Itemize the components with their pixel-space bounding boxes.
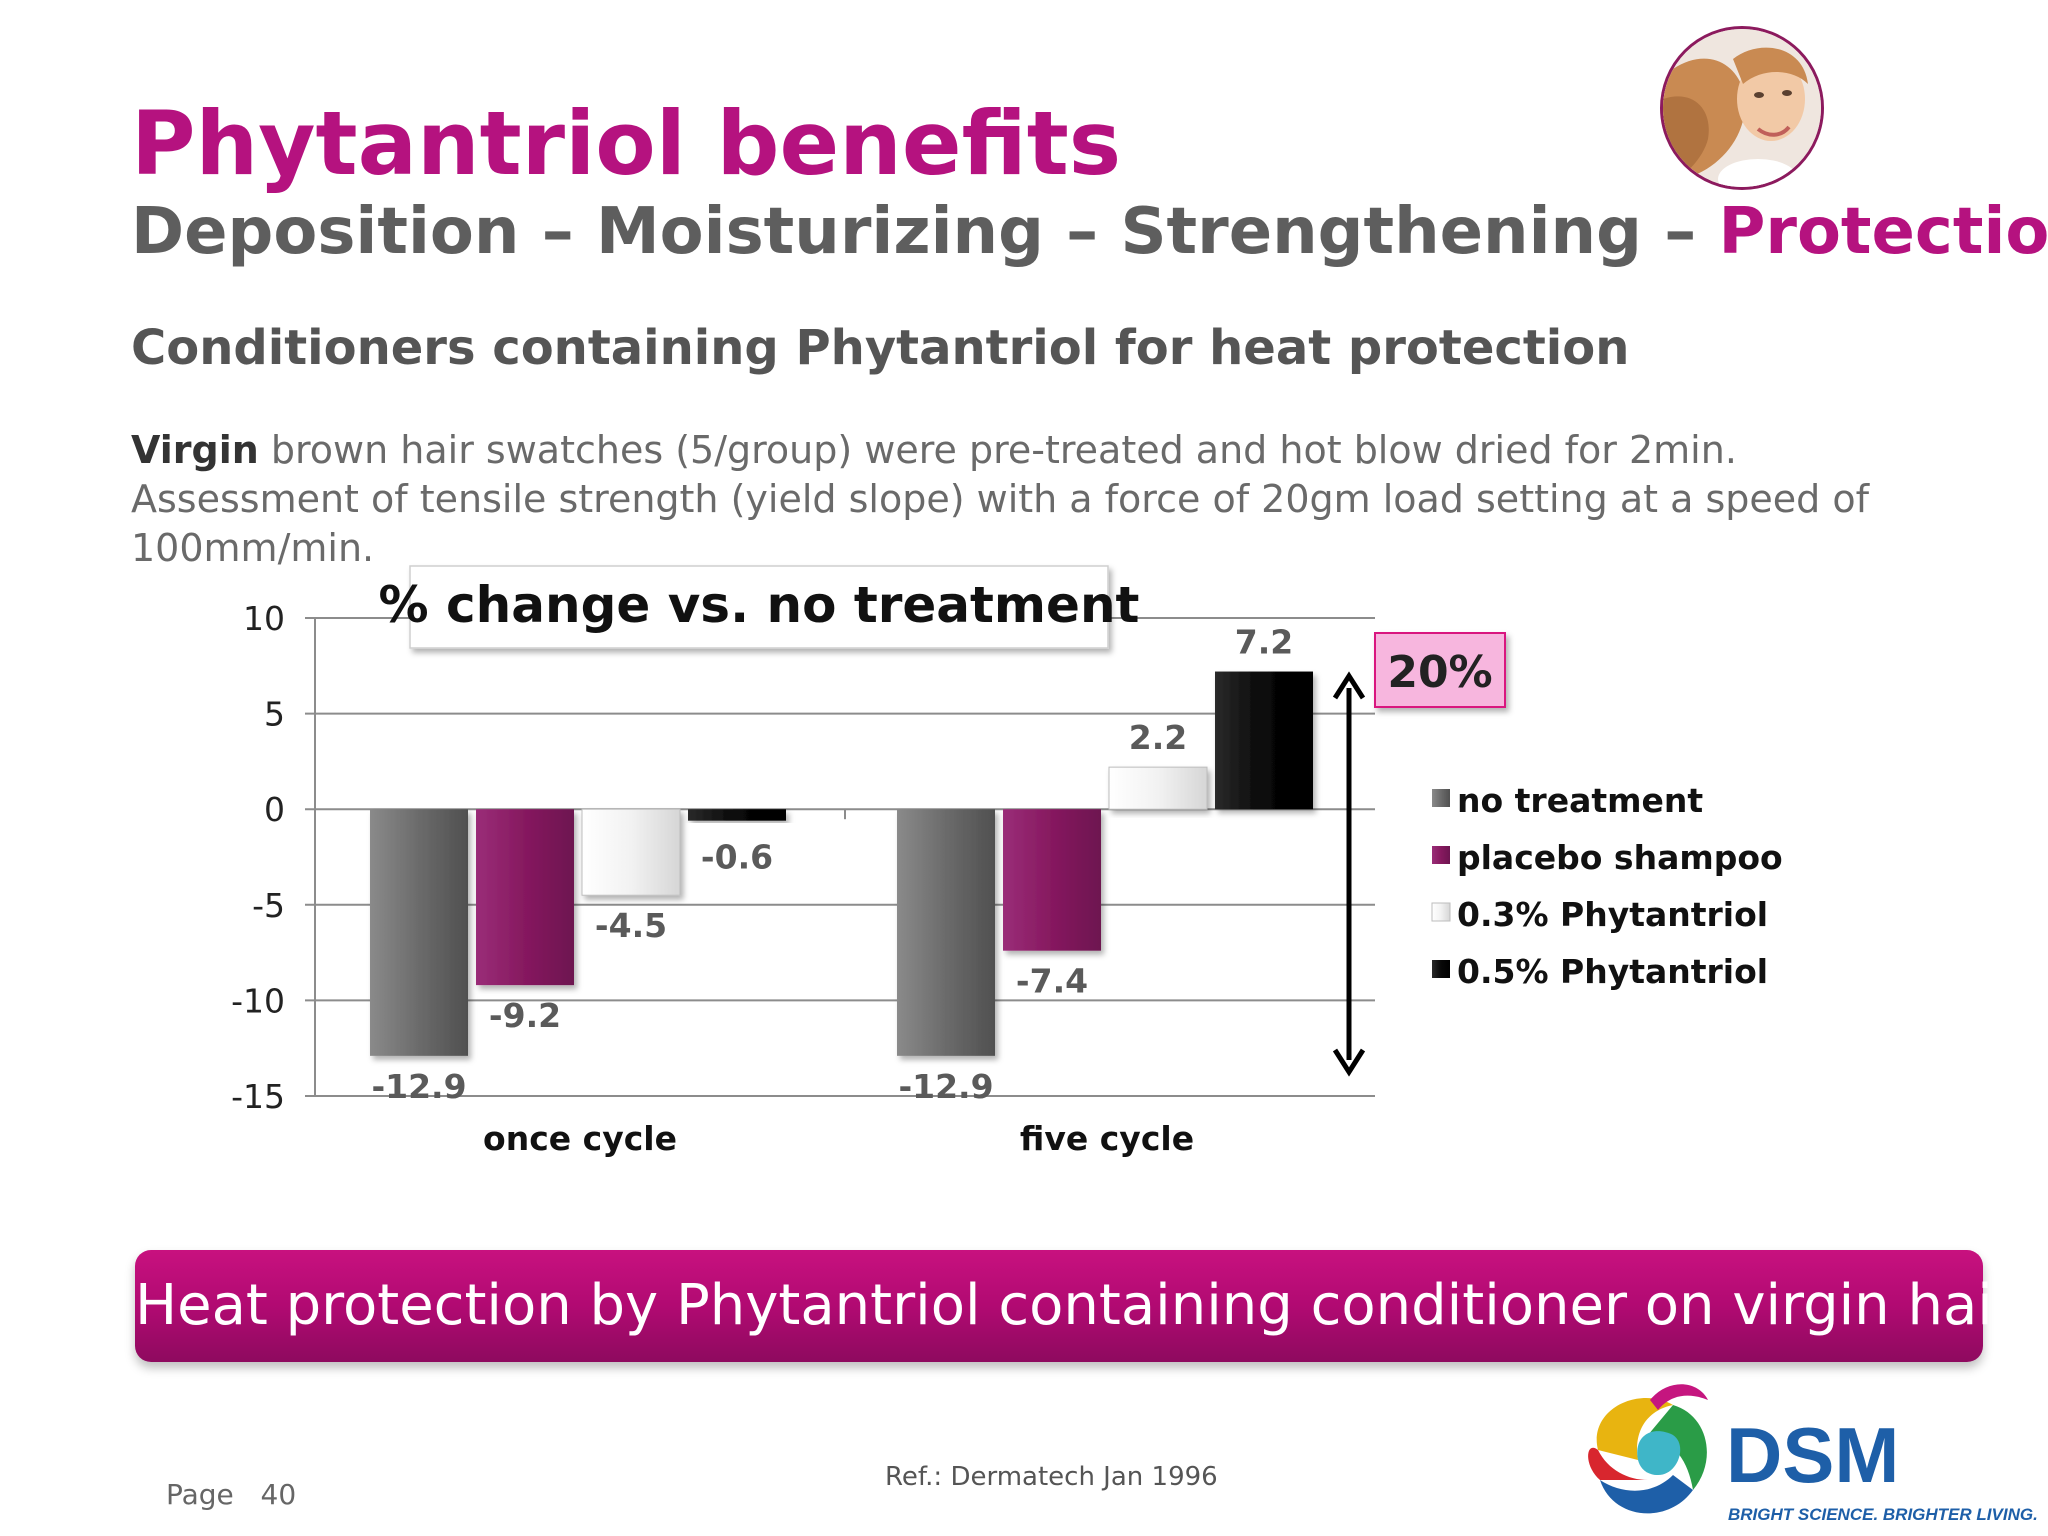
range-arrow-head-down <box>1332 1048 1366 1077</box>
x-category-label: once cycle <box>483 1119 677 1158</box>
bar <box>897 809 995 1056</box>
y-tick-label: 0 <box>264 790 285 829</box>
dsm-logo-tagline: BRIGHT SCIENCE. BRIGHTER LIVING. <box>1728 1505 2038 1524</box>
callout-text: 20% <box>1387 647 1492 698</box>
callout-box <box>1374 632 1506 708</box>
y-tick-label: 10 <box>243 599 285 638</box>
range-arrow-head-up <box>1332 671 1366 700</box>
bar <box>1003 809 1101 951</box>
data-label: -9.2 <box>489 996 561 1035</box>
page-number-value: 40 <box>260 1478 297 1511</box>
legend-swatch <box>1432 846 1450 864</box>
slide-subtitle: Deposition – Moisturizing – Strengthenin… <box>131 195 2048 269</box>
bar <box>688 809 786 821</box>
data-label: 7.2 <box>1235 623 1293 662</box>
subtitle-accent: Protection <box>1718 195 2048 269</box>
data-label: -12.9 <box>898 1067 993 1106</box>
description-bold: Virgin <box>131 428 259 472</box>
data-label: -12.9 <box>371 1067 466 1106</box>
subtitle-main: Deposition – Moisturizing – Strengthenin… <box>131 195 1719 269</box>
page-label-text: Page <box>166 1478 234 1511</box>
x-category-label: five cycle <box>1020 1119 1194 1158</box>
data-label: -4.5 <box>595 906 667 945</box>
y-tick-label: -5 <box>252 886 285 925</box>
legend-swatch <box>1432 960 1450 978</box>
chart-title-box <box>409 565 1109 649</box>
y-tick-label: -10 <box>231 981 285 1020</box>
y-tick-label: 5 <box>264 695 285 734</box>
dsm-logo-mark <box>1588 1384 1708 1514</box>
legend-entry: 0.5% Phytantriol <box>1457 952 1768 991</box>
conclusion-banner: Heat protection by Phytantriol containin… <box>135 1250 2016 1362</box>
data-label: -0.6 <box>701 838 773 877</box>
legend-entry: placebo shampoo <box>1457 838 1783 877</box>
avatar-photo <box>1660 26 1824 190</box>
dsm-logo: DSM BRIGHT SCIENCE. BRIGHTER LIVING. <box>1588 1384 2038 1524</box>
y-tick-label: -15 <box>231 1077 285 1116</box>
bar <box>1108 766 1208 810</box>
page-number: Page 40 <box>166 1478 296 1511</box>
reference: Ref.: Dermatech Jan 1996 <box>885 1462 1218 1492</box>
legend-entry: no treatment <box>1457 781 1703 820</box>
dsm-logo-text: DSM <box>1726 1411 1899 1499</box>
slide-title: Phytantriol benefits <box>131 92 1122 195</box>
bar <box>581 808 681 896</box>
legend-entry: 0.3% Phytantriol <box>1457 895 1768 934</box>
bar <box>370 809 468 1056</box>
data-label: 2.2 <box>1129 718 1187 757</box>
legend-swatch <box>1432 789 1450 807</box>
legend-swatch <box>1431 902 1451 922</box>
bar <box>1215 671 1313 810</box>
chart-title: % change vs. no treatment <box>379 576 1140 634</box>
section-heading: Conditioners containing Phytantriol for … <box>131 320 1630 376</box>
description-rest: brown hair swatches (5/group) were pre-t… <box>131 428 1869 570</box>
description-text: Virgin brown hair swatches (5/group) wer… <box>131 426 1961 573</box>
bar <box>476 809 574 986</box>
data-label: -7.4 <box>1016 962 1088 1001</box>
